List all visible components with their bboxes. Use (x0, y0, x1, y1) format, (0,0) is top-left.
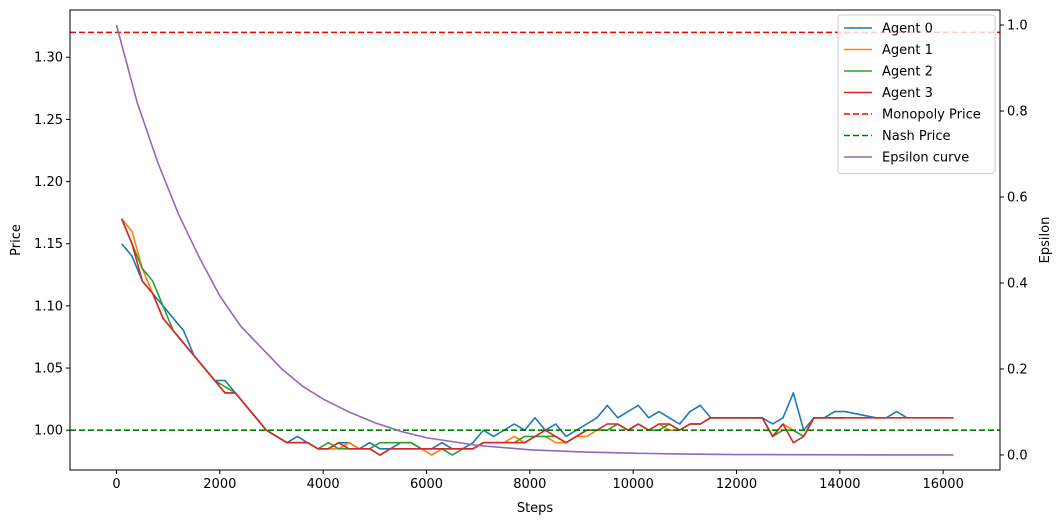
agent-3-series-line (120, 218, 954, 456)
x-tick-label: 8000 (513, 477, 546, 492)
y-tick-label: 1.30 (34, 51, 63, 66)
y2-tick-label: 0.4 (1007, 276, 1028, 291)
y-tick-label: 1.20 (34, 175, 63, 190)
y2-tick-label: 0.8 (1007, 105, 1028, 120)
legend-label-agent-3: Agent 3 (882, 86, 933, 101)
legend-label-agent-2: Agent 2 (882, 65, 933, 80)
legend-label-epsilon-curve: Epsilon curve (882, 151, 969, 166)
y-tick-label: 1.25 (34, 113, 63, 128)
x-tick-label: 10000 (612, 477, 653, 492)
legend-label-agent-0: Agent 0 (882, 22, 933, 37)
y-tick-label: 1.00 (34, 424, 63, 439)
legend-label-monopoly-price: Monopoly Price (882, 108, 981, 123)
x-axis-title: Steps (517, 501, 554, 516)
plot-frame (69, 9, 1001, 471)
epsilon-curve-series-line (115, 24, 954, 456)
y2-tick-label: 0.2 (1007, 362, 1028, 377)
y-tick-label: 1.10 (34, 299, 63, 314)
y2-tick-label: 0.6 (1007, 191, 1028, 206)
x-tick-label: 2000 (203, 477, 236, 492)
x-tick-label: 0 (112, 477, 120, 492)
y-tick-label: 1.15 (34, 237, 63, 252)
x-tick-label: 16000 (922, 477, 963, 492)
y-tick-label: 1.05 (34, 362, 63, 377)
legend-label-agent-1: Agent 1 (882, 43, 933, 58)
y2-tick-label: 0.0 (1007, 448, 1028, 463)
legend: Agent 0 Agent 1 Agent 2 Agent 3 Monopoly Pri… (837, 14, 996, 174)
y2-tick-label: 1.0 (1007, 19, 1028, 34)
x-tick-label: 4000 (307, 477, 340, 492)
y2-axis-title: Epsilon (1038, 217, 1053, 264)
x-tick-label: 12000 (716, 477, 757, 492)
x-tick-label: 14000 (819, 477, 860, 492)
legend-label-nash-price: Nash Price (882, 129, 951, 144)
x-tick-label: 6000 (410, 477, 443, 492)
legend-box (837, 14, 996, 174)
y-axis-title: Price (9, 224, 24, 256)
